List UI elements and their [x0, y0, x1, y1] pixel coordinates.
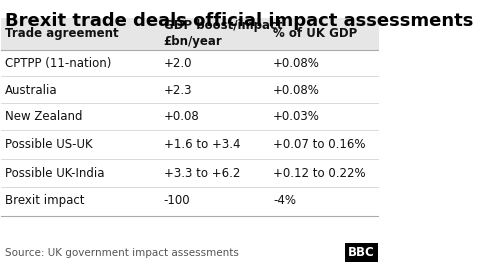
Text: Trade agreement: Trade agreement [5, 27, 119, 40]
Text: Possible UK-India: Possible UK-India [5, 167, 105, 180]
Text: Source: UK government impact assessments: Source: UK government impact assessments [5, 248, 239, 258]
Text: +1.6 to +3.4: +1.6 to +3.4 [164, 138, 240, 151]
FancyBboxPatch shape [1, 18, 379, 50]
Text: +0.03%: +0.03% [273, 110, 320, 123]
Text: BBC: BBC [348, 246, 375, 259]
Text: -100: -100 [164, 194, 190, 207]
Text: Possible US-UK: Possible US-UK [5, 138, 93, 151]
Text: +0.12 to 0.22%: +0.12 to 0.22% [273, 167, 366, 180]
Text: +2.3: +2.3 [164, 84, 192, 97]
Text: New Zealand: New Zealand [5, 110, 83, 123]
Text: +0.08: +0.08 [164, 110, 199, 123]
Text: +0.07 to 0.16%: +0.07 to 0.16% [273, 138, 365, 151]
Text: +2.0: +2.0 [164, 57, 192, 70]
Text: Brexit trade deals official impact assessments: Brexit trade deals official impact asses… [5, 12, 474, 30]
Text: -4%: -4% [273, 194, 296, 207]
Text: Brexit impact: Brexit impact [5, 194, 84, 207]
Text: GDP boost/impact
£bn/year: GDP boost/impact £bn/year [164, 19, 282, 48]
Text: Australia: Australia [5, 84, 58, 97]
Text: % of UK GDP: % of UK GDP [273, 27, 357, 40]
Text: CPTPP (11-nation): CPTPP (11-nation) [5, 57, 111, 70]
Text: +0.08%: +0.08% [273, 57, 320, 70]
Text: +0.08%: +0.08% [273, 84, 320, 97]
Text: +3.3 to +6.2: +3.3 to +6.2 [164, 167, 240, 180]
